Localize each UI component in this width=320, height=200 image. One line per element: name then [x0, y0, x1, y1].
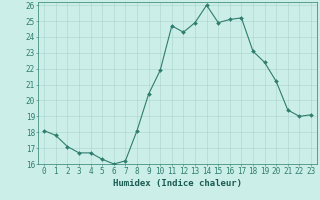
- X-axis label: Humidex (Indice chaleur): Humidex (Indice chaleur): [113, 179, 242, 188]
